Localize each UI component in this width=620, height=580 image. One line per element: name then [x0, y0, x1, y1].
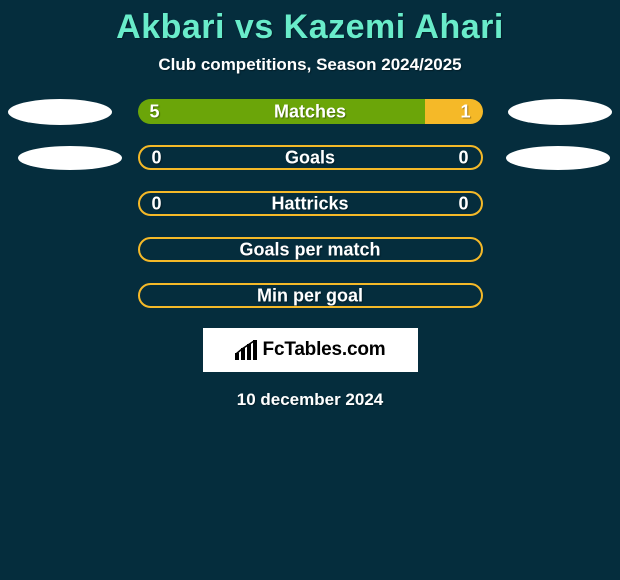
- stat-label: Goals per match: [239, 239, 380, 260]
- stat-bar: 0 0 Goals: [138, 145, 483, 170]
- team-marker-left-icon: [18, 146, 122, 170]
- stat-row: 0 0 Goals: [0, 145, 620, 170]
- page-title: Akbari vs Kazemi Ahari: [116, 8, 504, 47]
- stat-row: 0 0 Hattricks: [0, 191, 620, 216]
- stat-label: Hattricks: [271, 193, 348, 214]
- stat-row: 51Matches: [0, 99, 620, 124]
- team-marker-right-icon: [508, 99, 612, 125]
- stat-value-right: 0: [458, 193, 468, 214]
- stat-rows: 51Matches00Goals00HattricksGoals per mat…: [0, 99, 620, 308]
- stat-bar-right: [425, 99, 483, 124]
- team-marker-left-icon: [8, 99, 112, 125]
- stat-row: Min per goal: [0, 283, 620, 308]
- stat-bar: 51Matches: [138, 99, 483, 124]
- stat-value-right: 1: [460, 101, 470, 122]
- stat-bar: Min per goal: [138, 283, 483, 308]
- stat-bar: Goals per match: [138, 237, 483, 262]
- team-marker-right-icon: [506, 146, 610, 170]
- page-subtitle: Club competitions, Season 2024/2025: [158, 55, 461, 75]
- stat-label: Min per goal: [257, 285, 363, 306]
- date-text: 10 december 2024: [237, 390, 384, 410]
- bars-icon: [235, 340, 257, 360]
- stat-row: Goals per match: [0, 237, 620, 262]
- stat-bar-left: [138, 99, 426, 124]
- stat-label: Goals: [285, 147, 335, 168]
- stat-value-left: 5: [150, 101, 160, 122]
- stat-value-left: 0: [152, 193, 162, 214]
- branding-badge: FcTables.com: [203, 328, 418, 372]
- stat-value-left: 0: [152, 147, 162, 168]
- comparison-infographic: Akbari vs Kazemi Ahari Club competitions…: [0, 0, 620, 580]
- branding-text: FcTables.com: [263, 339, 386, 361]
- stat-value-right: 0: [458, 147, 468, 168]
- stat-bar: 0 0 Hattricks: [138, 191, 483, 216]
